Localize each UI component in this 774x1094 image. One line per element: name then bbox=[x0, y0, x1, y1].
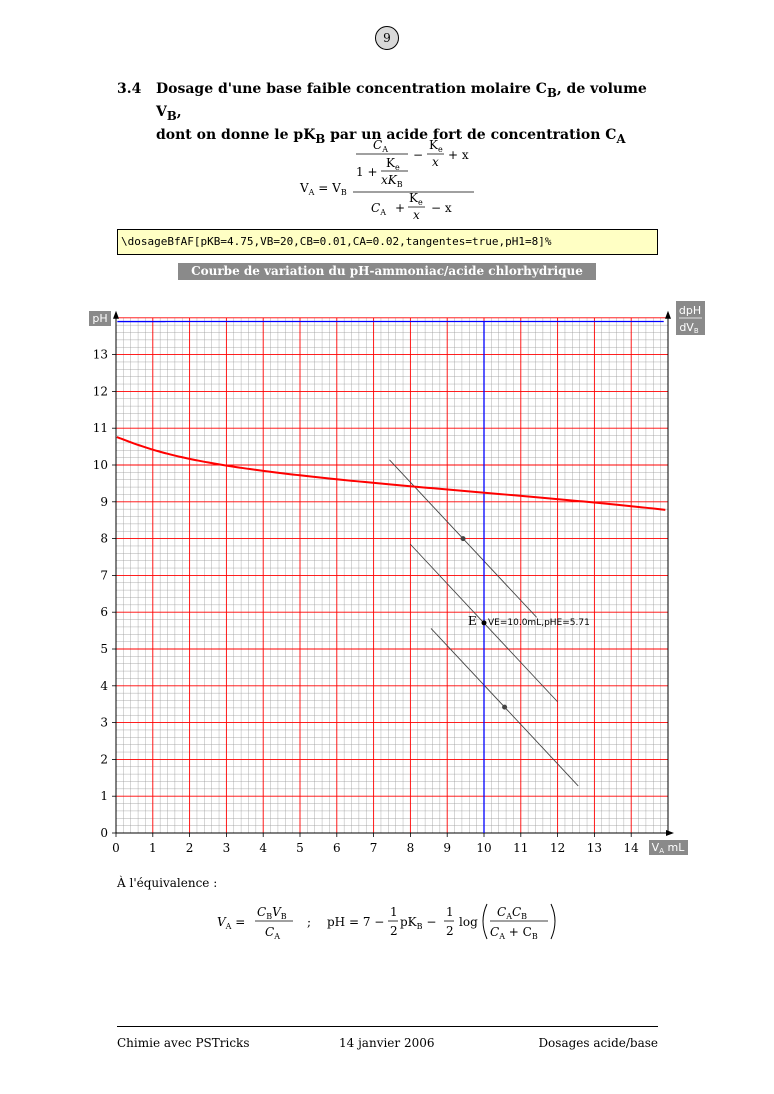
x-tick-label: 5 bbox=[296, 841, 304, 855]
footer-left: Chimie avec PSTricks bbox=[117, 1036, 250, 1050]
svg-text:Ke: Ke bbox=[386, 156, 400, 172]
svg-text:−: − bbox=[413, 148, 423, 162]
svg-text:VA = VB: VA = VB bbox=[299, 181, 347, 197]
svg-text:pH: pH bbox=[92, 312, 107, 325]
y-tick-label: 4 bbox=[100, 679, 108, 693]
y-tick-label: 0 bbox=[100, 826, 108, 840]
x-tick-label: 9 bbox=[443, 841, 451, 855]
x-tick-label: 4 bbox=[259, 841, 267, 855]
page-number: 9 bbox=[375, 26, 399, 50]
y-tick-label: 8 bbox=[100, 532, 108, 546]
svg-text:xKB: xKB bbox=[381, 173, 403, 189]
svg-text:Ke: Ke bbox=[429, 138, 443, 154]
y-tick-label: 12 bbox=[93, 384, 108, 398]
svg-text:VA mL: VA mL bbox=[652, 841, 686, 855]
svg-text:CA: CA bbox=[373, 138, 388, 154]
y-tick-label: 6 bbox=[100, 605, 108, 619]
svg-text:log: log bbox=[459, 915, 478, 929]
svg-text:pKB −: pKB − bbox=[400, 915, 436, 931]
svg-text:1: 1 bbox=[446, 905, 454, 919]
code-box: \dosageBfAF[pKB=4.75,VB=20,CB=0.01,CA=0.… bbox=[117, 229, 658, 255]
y-tick-label: 5 bbox=[100, 642, 108, 656]
y-tick-label: 9 bbox=[100, 495, 108, 509]
svg-text:x: x bbox=[432, 155, 439, 169]
svg-text:CA: CA bbox=[371, 201, 386, 217]
x-tick-label: 2 bbox=[186, 841, 194, 855]
equivalence-annotation: VE=10.0mL,pHE=5.71 bbox=[488, 618, 590, 628]
tangent-point bbox=[502, 704, 508, 710]
x-tick-label: 1 bbox=[149, 841, 157, 855]
equivalence-label: E bbox=[468, 614, 477, 628]
x-tick-label: 6 bbox=[333, 841, 341, 855]
x-tick-label: 13 bbox=[587, 841, 602, 855]
major-grid bbox=[116, 317, 669, 833]
tangent-points bbox=[460, 536, 508, 710]
svg-text:dVB: dVB bbox=[679, 321, 699, 335]
x-axis-arrow bbox=[666, 830, 674, 836]
svg-text:1: 1 bbox=[390, 905, 398, 919]
x-tick-label: 7 bbox=[370, 841, 378, 855]
x-tick-label: 12 bbox=[550, 841, 565, 855]
derivative-axis-label: dpH dVB bbox=[676, 301, 705, 335]
chart-axes bbox=[113, 310, 674, 836]
y-tick-label: 13 bbox=[93, 348, 108, 362]
chart-title: Courbe de variation du pH-ammoniac/acide… bbox=[178, 263, 596, 280]
section-number: 3.4 bbox=[117, 81, 142, 97]
y-tick-label: 2 bbox=[100, 752, 108, 766]
x-tick-label: 10 bbox=[476, 841, 491, 855]
svg-text:+ x: + x bbox=[448, 148, 469, 162]
equivalence-point bbox=[481, 620, 487, 626]
y-tick-label: 11 bbox=[93, 421, 108, 435]
svg-text:CACB: CACB bbox=[497, 905, 527, 921]
svg-text:CA: CA bbox=[265, 925, 280, 941]
equivalence-formula: VA = CBVB CA ; pH = 7 − 1 2 pKB − 1 2 lo… bbox=[217, 903, 556, 941]
x-tick-label: 8 bbox=[407, 841, 415, 855]
volume-formula: VA = VB CA 1 + Ke xKB − Ke x + x CA + Ke… bbox=[299, 138, 474, 222]
svg-text:;: ; bbox=[307, 915, 311, 929]
svg-text:x: x bbox=[413, 208, 420, 222]
svg-text:1 +: 1 + bbox=[356, 165, 378, 179]
svg-text:Ke: Ke bbox=[409, 191, 423, 207]
x-tick-label: 11 bbox=[513, 841, 528, 855]
equivalence-text: À l'équivalence : bbox=[117, 876, 218, 890]
svg-text:+: + bbox=[395, 201, 405, 215]
y-axis-arrow bbox=[113, 310, 119, 319]
svg-text:2: 2 bbox=[390, 924, 398, 938]
svg-text:pH = 7 −: pH = 7 − bbox=[327, 915, 384, 929]
footer-center: 14 janvier 2006 bbox=[339, 1036, 435, 1050]
y2-axis-arrow bbox=[665, 310, 671, 319]
svg-text:− x: − x bbox=[431, 201, 452, 215]
svg-text:VA =: VA = bbox=[217, 915, 245, 931]
y-tick-label: 7 bbox=[100, 568, 108, 582]
y-axis-label: pH bbox=[89, 311, 111, 326]
footer-rule bbox=[117, 1026, 658, 1027]
x-axis-label: VA mL bbox=[649, 840, 688, 855]
x-tick-label: 0 bbox=[112, 841, 120, 855]
svg-text:CA + CB: CA + CB bbox=[490, 925, 538, 941]
equivalence-marker: E VE=10.0mL,pHE=5.71 bbox=[468, 614, 590, 628]
x-tick-label: 3 bbox=[223, 841, 231, 855]
x-tick-label: 14 bbox=[624, 841, 640, 855]
svg-text:CBVB: CBVB bbox=[257, 905, 287, 921]
y-tick-label: 3 bbox=[100, 716, 108, 730]
ph-curve bbox=[116, 436, 666, 511]
y-tick-label: 1 bbox=[100, 789, 108, 803]
derivative-curve bbox=[117, 320, 664, 833]
y-tick-label: 10 bbox=[93, 458, 108, 472]
section-title-line2: dont on donne le pKB par un acide fort d… bbox=[156, 126, 626, 146]
section-title-line1: Dosage d'une base faible concentration m… bbox=[156, 81, 647, 123]
svg-text:dpH: dpH bbox=[679, 304, 701, 317]
section-heading: 3.4 Dosage d'une base faible concentrati… bbox=[117, 80, 662, 148]
footer-right: Dosages acide/base bbox=[538, 1036, 658, 1050]
tangent-point bbox=[460, 536, 466, 542]
svg-text:2: 2 bbox=[446, 924, 454, 938]
